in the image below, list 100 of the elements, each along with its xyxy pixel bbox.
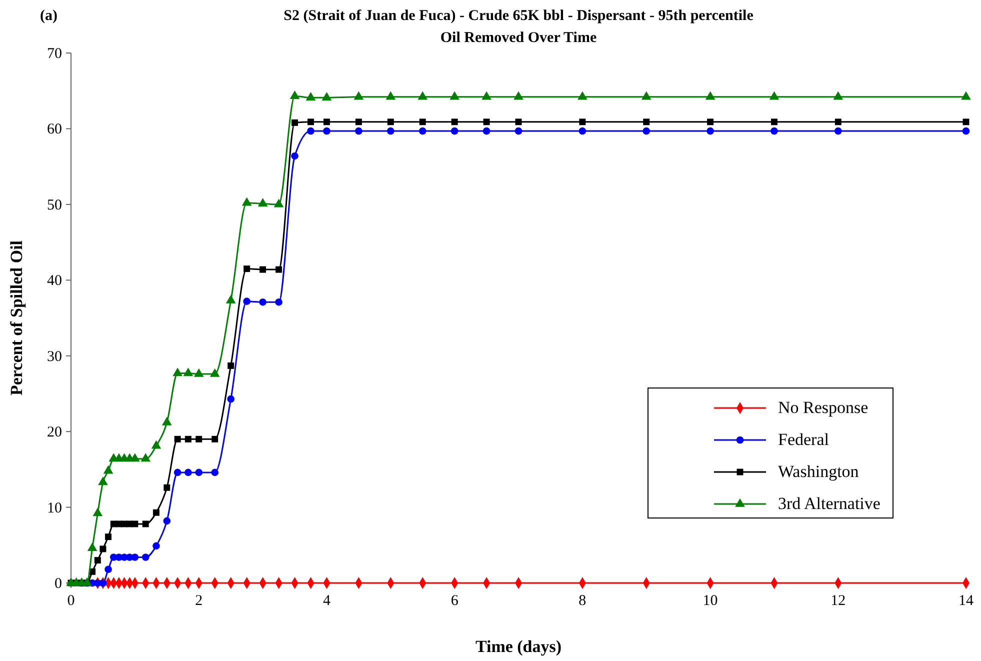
- chart-title: S2 (Strait of Juan de Fuca) - Crude 65K bbl - Dispersant - 95th percentile: [284, 8, 754, 24]
- point: [642, 127, 650, 135]
- point: [212, 436, 218, 442]
- point: [291, 152, 298, 160]
- point: [834, 127, 842, 135]
- text: (a): [40, 8, 58, 24]
- point: [99, 579, 107, 587]
- point: [132, 520, 138, 528]
- point: [292, 119, 298, 126]
- point: [483, 118, 490, 126]
- y-tick-label: 30: [47, 348, 62, 365]
- point: [183, 368, 194, 376]
- y-tick-label: 0: [54, 576, 62, 592]
- point: [386, 91, 396, 100]
- point: [770, 118, 778, 126]
- x-tick-label: 14: [958, 593, 974, 609]
- point: [274, 198, 284, 208]
- point: [514, 127, 522, 135]
- point: [94, 557, 101, 564]
- x-tick-label: 10: [702, 593, 718, 609]
- point: [258, 198, 268, 207]
- chart-subtitle: Oil Removed Over Time: [440, 30, 597, 46]
- point: [450, 127, 458, 135]
- point: [87, 542, 98, 552]
- point: [962, 118, 970, 126]
- point: [386, 127, 394, 135]
- point: [142, 554, 150, 561]
- point: [579, 118, 586, 126]
- point: [244, 266, 250, 272]
- point: [242, 197, 252, 206]
- point: [578, 127, 586, 135]
- point: [260, 266, 266, 273]
- y-tick-label: 40: [47, 273, 62, 290]
- point: [276, 266, 282, 273]
- point: [354, 91, 364, 100]
- point: [451, 118, 458, 126]
- y-tick-label: 10: [47, 500, 62, 516]
- point: [275, 298, 282, 306]
- point: [164, 484, 170, 491]
- point: [184, 468, 192, 476]
- point: [514, 91, 524, 100]
- legend-label: No Response: [778, 398, 868, 417]
- x-tick-label: 0: [67, 593, 75, 609]
- point: [307, 127, 314, 135]
- y-tick-label: 50: [47, 197, 62, 214]
- point: [194, 368, 204, 377]
- point: [92, 508, 103, 516]
- point: [196, 436, 202, 442]
- point: [226, 294, 236, 304]
- point: [834, 118, 842, 126]
- point: [184, 436, 192, 442]
- point: [162, 416, 172, 426]
- point: [174, 436, 181, 442]
- point: [259, 298, 266, 306]
- y-axis-title: Percent of Spilled Oil: [7, 240, 26, 396]
- point: [706, 127, 714, 135]
- point: [833, 91, 844, 100]
- point: [103, 465, 114, 474]
- point: [152, 542, 160, 550]
- point: [211, 468, 218, 476]
- point: [482, 91, 492, 100]
- point: [195, 468, 203, 476]
- point: [770, 127, 778, 135]
- point: [174, 468, 182, 476]
- point: [643, 118, 650, 126]
- point: [578, 91, 588, 100]
- point: [172, 368, 182, 376]
- x-tick-label: 12: [830, 593, 846, 609]
- x-axis-title: Time (days): [475, 637, 562, 656]
- point: [105, 534, 112, 540]
- point: [210, 368, 220, 377]
- legend-label: Federal: [778, 430, 830, 449]
- point: [100, 546, 106, 552]
- point: [323, 118, 330, 126]
- point: [131, 554, 139, 561]
- point: [641, 91, 652, 100]
- x-tick-label: 8: [578, 593, 586, 609]
- point: [962, 127, 970, 135]
- point: [387, 118, 394, 126]
- point: [152, 509, 160, 516]
- x-tick-label: 4: [322, 593, 331, 609]
- point: [322, 92, 332, 101]
- point: [290, 90, 300, 99]
- point: [707, 118, 714, 126]
- point: [418, 91, 428, 100]
- point: [769, 91, 780, 100]
- point: [515, 118, 522, 126]
- y-tick-label: 60: [47, 122, 62, 138]
- point: [142, 520, 149, 528]
- x-tick-label: 6: [450, 593, 459, 609]
- point: [355, 127, 362, 135]
- point: [306, 92, 316, 101]
- legend-label: 3rd Alternative: [778, 494, 880, 513]
- point: [104, 566, 112, 574]
- legend-label: Washington: [778, 462, 860, 481]
- point: [450, 91, 460, 100]
- point: [323, 127, 330, 135]
- y-tick-label: 70: [47, 46, 62, 62]
- point: [130, 453, 140, 462]
- x-tick-label: 2: [195, 593, 203, 609]
